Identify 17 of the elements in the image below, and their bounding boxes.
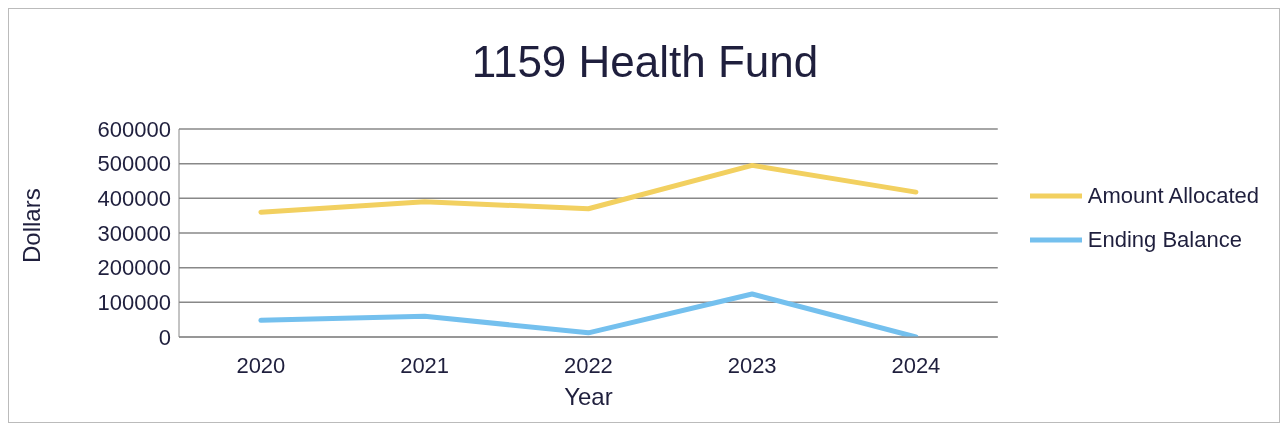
- y-tick-label: 400000: [97, 186, 171, 212]
- y-tick-label: 500000: [97, 151, 171, 177]
- legend-label: Amount Allocated: [1087, 183, 1259, 209]
- y-tick-label: 300000: [97, 220, 171, 246]
- x-axis-title: Year: [564, 383, 613, 410]
- y-tick-label: 0: [158, 324, 171, 350]
- legend-label: Ending Balance: [1087, 227, 1242, 253]
- chart-title: 1159 Health Fund: [470, 37, 820, 87]
- y-tick-label: 200000: [97, 255, 171, 281]
- y-tick-label: 600000: [97, 116, 171, 142]
- y-tick-label: 100000: [97, 290, 171, 316]
- x-tick-label: 2024: [891, 352, 941, 378]
- x-tick-label: 2021: [400, 352, 450, 378]
- y-axis-title: Dollars: [17, 188, 45, 263]
- x-tick-label: 2022: [563, 352, 613, 378]
- x-tick-label: 2020: [236, 352, 286, 378]
- x-tick-label: 2023: [727, 352, 777, 378]
